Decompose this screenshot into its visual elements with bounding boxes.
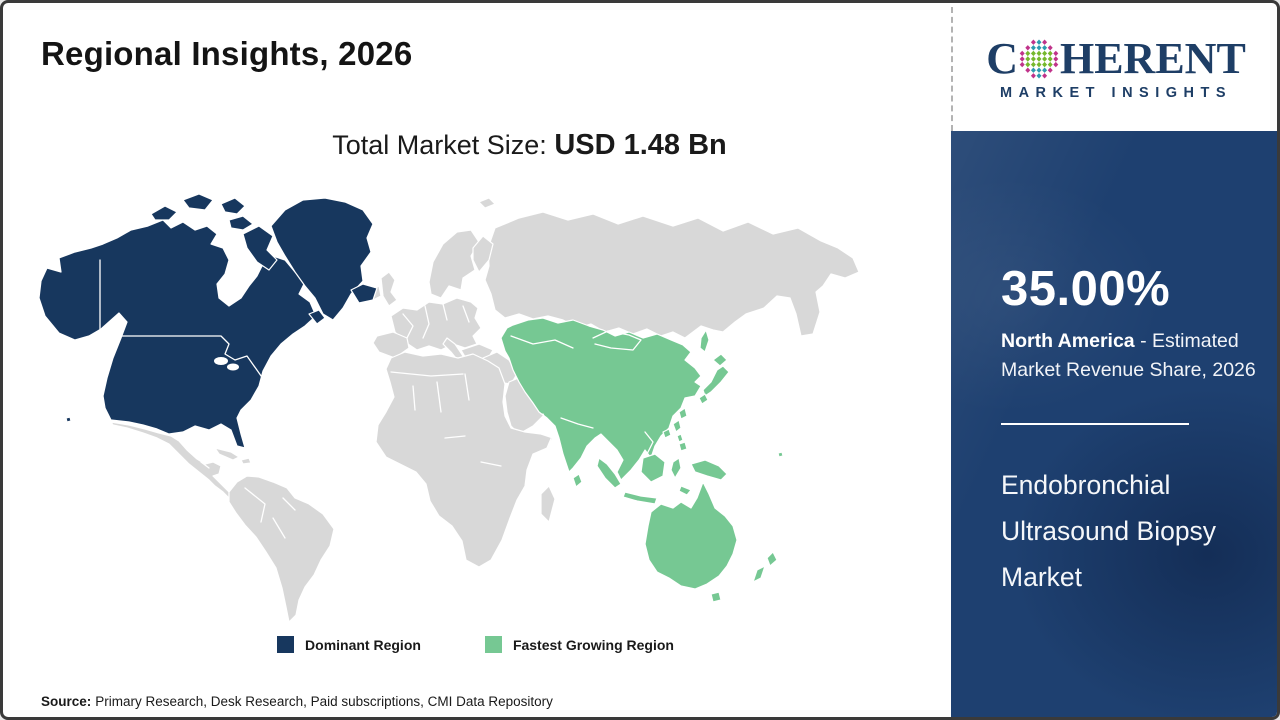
border-europe-2 xyxy=(422,305,430,339)
legend-swatch-growing xyxy=(484,636,502,653)
border-europe-4 xyxy=(462,305,470,323)
region-scandinavia xyxy=(428,229,480,299)
region-europe xyxy=(390,297,482,351)
border-europe-3 xyxy=(442,303,448,321)
brand-letters-rest: HERENT xyxy=(1059,34,1246,83)
border-africa-3 xyxy=(436,381,442,413)
total-market-size-value: USD 1.48 Bn xyxy=(554,129,727,161)
page-title: Regional Insights, 2026 xyxy=(41,35,413,72)
source-text: Primary Research, Desk Research, Paid su… xyxy=(95,694,553,709)
region-na-mainland xyxy=(38,219,317,449)
revenue-share-region: North America xyxy=(1001,330,1135,352)
border-central-america xyxy=(200,461,210,469)
region-arctic-island-3 xyxy=(220,197,246,215)
region-arctic-island-1 xyxy=(150,205,178,221)
region-philippines-visayas xyxy=(676,433,684,443)
region-australia xyxy=(644,481,738,590)
region-hispaniola xyxy=(240,457,252,465)
region-arctic-island-4 xyxy=(228,215,254,231)
region-japan-kyushu xyxy=(698,393,709,405)
region-japan-hokkaido xyxy=(712,353,728,367)
legend-swatch-dominant xyxy=(277,636,295,653)
region-arctic-island-2 xyxy=(182,193,214,211)
map-legend: Dominant Region Fastest Growing Region xyxy=(3,636,948,653)
total-market-size-label: Total Market Size: xyxy=(332,130,547,160)
region-tasmania xyxy=(710,591,722,603)
world-choropleth-svg xyxy=(38,193,860,623)
region-baffin-island xyxy=(242,225,278,271)
border-south-america-2 xyxy=(272,517,286,539)
globe-dots-icon xyxy=(1019,39,1059,79)
region-timor xyxy=(678,485,692,496)
brand-letter-c: C xyxy=(986,34,1018,83)
market-name: Endobronchial Ultrasound Biopsy Market xyxy=(1001,470,1217,592)
revenue-share-value: 35.00% xyxy=(1001,262,1171,316)
region-south-america xyxy=(228,475,335,623)
region-madagascar xyxy=(540,485,556,523)
region-philippines-mindanao xyxy=(678,441,688,452)
region-sulawesi xyxy=(670,457,682,479)
region-hawaii xyxy=(65,416,72,423)
region-newfoundland xyxy=(308,309,326,325)
border-china-india xyxy=(560,417,594,429)
border-myanmar-thailand xyxy=(604,439,620,467)
legend-label-growing: Fastest Growing Region xyxy=(512,636,674,653)
region-greenland xyxy=(270,197,374,321)
border-africa-6 xyxy=(480,461,502,467)
region-north-america xyxy=(38,193,378,449)
region-sri-lanka xyxy=(572,473,583,488)
border-south-america-1 xyxy=(244,487,266,523)
great-lake-2 xyxy=(227,363,239,371)
border-africa-2 xyxy=(412,385,416,411)
region-uk xyxy=(380,271,398,307)
border-india-pakistan xyxy=(542,413,554,449)
region-iceland xyxy=(350,283,378,304)
border-central-asia xyxy=(510,335,574,349)
region-svalbard xyxy=(478,197,496,209)
region-asia-pacific xyxy=(500,317,784,603)
border-us-canada xyxy=(117,335,272,391)
brand-wordmark: C HERENT xyxy=(986,37,1246,81)
region-sakhalin xyxy=(699,329,710,353)
legend-item-growing: Fastest Growing Region xyxy=(484,636,674,653)
insight-sidebar: 35.00% North America - Estimated Market … xyxy=(951,131,1277,717)
region-cuba xyxy=(214,447,240,461)
region-sumatra xyxy=(596,457,622,489)
great-lake-1 xyxy=(214,357,228,365)
world-map xyxy=(33,186,863,626)
border-europe-1 xyxy=(402,313,414,339)
source-note: Source: Primary Research, Desk Research, … xyxy=(41,694,553,709)
source-label: Source: xyxy=(41,694,92,709)
country-borders xyxy=(200,303,502,539)
border-south-america-3 xyxy=(282,497,296,511)
border-vietnam-laos xyxy=(644,431,654,455)
brand-logo: C HERENT MARKET INSIGHTS xyxy=(951,7,1277,131)
region-java xyxy=(622,491,658,505)
border-africa-1 xyxy=(390,371,464,377)
border-africa-4 xyxy=(464,373,470,401)
revenue-share-text: - Estimated Market Revenue Share, 2026 xyxy=(1001,330,1256,382)
region-nz-south xyxy=(752,565,766,583)
legend-item-dominant: Dominant Region xyxy=(277,636,421,653)
legend-label-dominant: Dominant Region xyxy=(305,636,421,653)
revenue-share-description: North America - Estimated Market Revenue… xyxy=(1001,327,1269,386)
region-nz-north xyxy=(766,551,778,567)
border-mongolia xyxy=(592,330,642,351)
brand-subtitle: MARKET INSIGHTS xyxy=(999,85,1233,101)
total-market-size: Total Market Size: USD 1.48 Bn xyxy=(3,129,948,162)
region-borneo xyxy=(640,453,666,483)
region-taiwan xyxy=(678,407,688,420)
sidebar-divider xyxy=(1001,423,1189,425)
region-philippines-luzon xyxy=(672,419,682,433)
region-new-guinea xyxy=(690,459,728,481)
region-hainan xyxy=(662,428,672,439)
region-mexico-central-america xyxy=(110,421,236,501)
border-africa-5 xyxy=(444,435,466,439)
region-fiji xyxy=(777,451,784,458)
region-africa xyxy=(375,351,554,568)
region-russia xyxy=(484,211,860,339)
region-finland xyxy=(472,235,494,273)
region-japan-honshu xyxy=(702,365,730,397)
